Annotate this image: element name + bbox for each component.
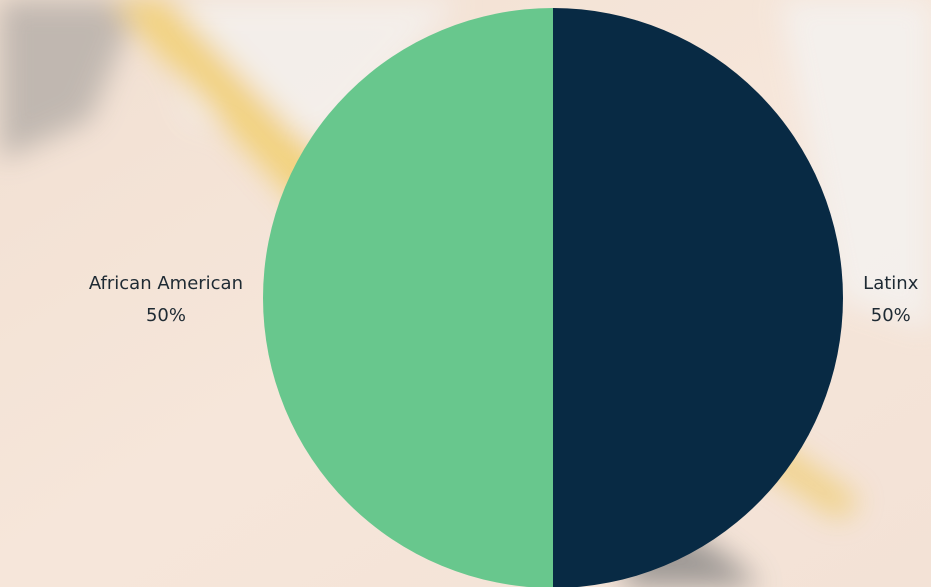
category-label: Latinx: [863, 273, 919, 294]
slice-label: African American 50%: [89, 273, 243, 326]
pie-slice: [263, 8, 553, 587]
category-label: African American: [89, 273, 243, 294]
value-label: 50%: [871, 305, 911, 326]
slice-label: Latinx 50%: [863, 273, 919, 326]
pie-slice: [553, 8, 843, 587]
pie: Latinx 50% African American 50%: [89, 8, 919, 587]
value-label: 50%: [146, 305, 186, 326]
